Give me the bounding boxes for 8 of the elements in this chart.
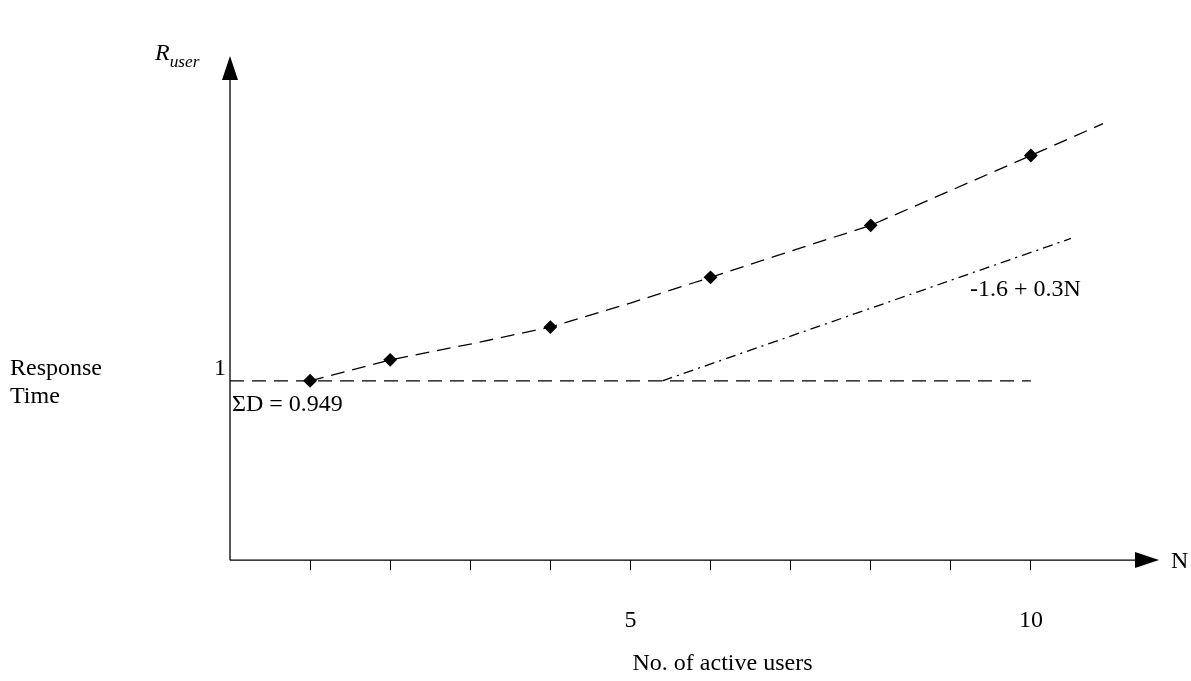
x-tick-label: 5 [624, 605, 637, 632]
series-label: -1.6 + 0.3N [970, 275, 1081, 302]
text: 1 [214, 353, 226, 380]
x-axis-title: No. of active users [632, 649, 813, 676]
annotation: ΣD = 0.949 [232, 389, 343, 416]
text: N [1171, 547, 1189, 574]
text: Response Time [10, 353, 102, 408]
x-tick-label: 10 [1018, 605, 1043, 632]
